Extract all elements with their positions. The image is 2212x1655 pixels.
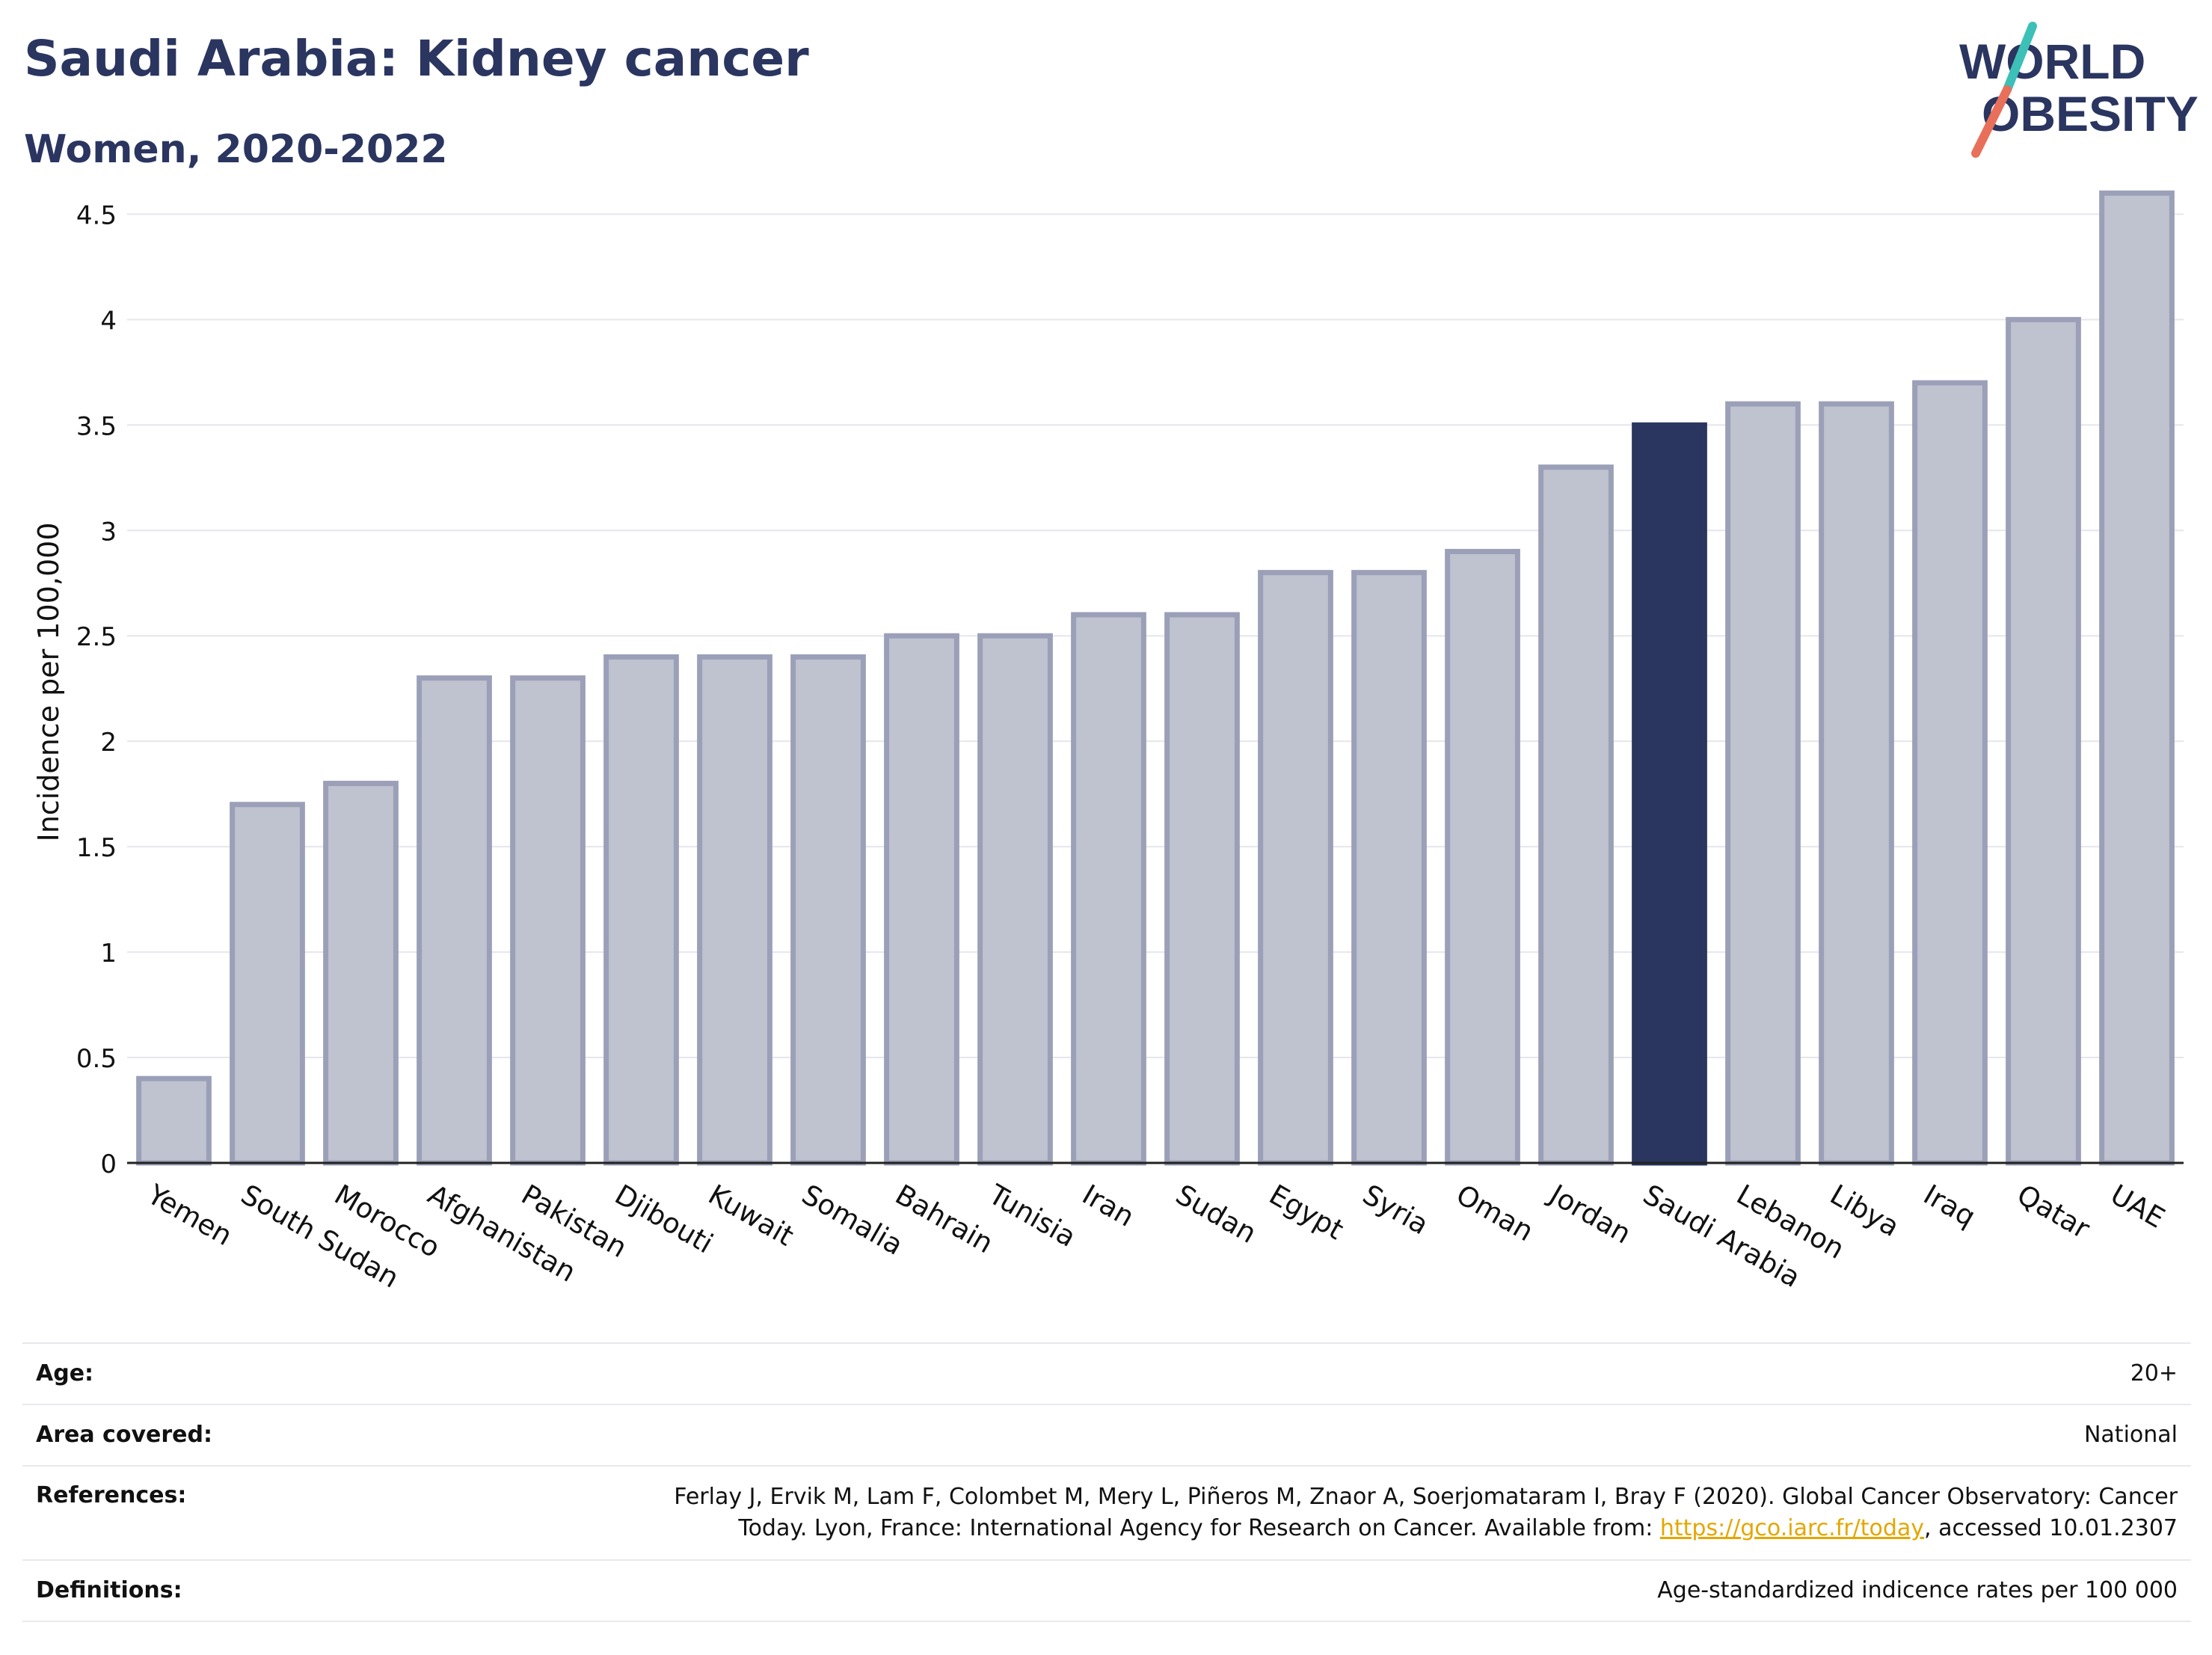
meta-row-references: References: Ferlay J, Ervik M, Lam F, Co… [22, 1465, 2191, 1560]
y-tick-label: 3.5 [76, 411, 117, 441]
y-tick-label: 3 [100, 517, 117, 547]
bar-jordan [1538, 464, 1614, 1166]
x-tick-label: Iran [1077, 1179, 1140, 1233]
meta-row-definitions: Definitions: Age-standardized indicence … [22, 1559, 2191, 1622]
bar-yemen [136, 1075, 212, 1166]
x-tick-label: Bahrain [890, 1179, 998, 1260]
references-link[interactable]: https://gco.iarc.fr/today [1659, 1515, 1925, 1541]
y-axis-label: Incidence per 100,000 [32, 522, 65, 841]
x-tick-label: Egypt [1264, 1179, 1349, 1247]
y-tick-label: 0 [100, 1149, 117, 1179]
references-line1: Ferlay J, Ervik M, Lam F, Colombet M, Me… [674, 1484, 2178, 1510]
bar-tunisia [977, 633, 1053, 1166]
bar-oman [1445, 548, 1520, 1166]
bar-uae [2099, 190, 2175, 1166]
bar-iran [1071, 612, 1146, 1166]
x-tick-label: Syria [1357, 1179, 1434, 1241]
y-tick-label: 4 [100, 306, 117, 336]
metadata-table: Age: 20+ Area covered: National Referenc… [22, 1342, 2191, 1622]
bar-bahrain [884, 633, 959, 1166]
meta-age-value: 20+ [485, 1342, 2191, 1404]
x-tick-label: Qatar [2012, 1179, 2095, 1246]
x-tick-label: UAE [2105, 1179, 2170, 1235]
bar-afghanistan [417, 675, 492, 1166]
x-tick-label: Iraq [1918, 1179, 1981, 1233]
meta-area-value: National [485, 1404, 2191, 1466]
bar-morocco [323, 781, 399, 1166]
x-tick-label: Sudan [1170, 1179, 1262, 1250]
logo-line1: WORLD [1959, 34, 2145, 89]
logo-line2: OBESITY [1982, 86, 2199, 141]
y-tick-label: 2 [100, 728, 117, 758]
bar-sudan [1164, 612, 1240, 1166]
chart-title: Saudi Arabia: Kidney cancer [24, 30, 809, 87]
references-line2-post: , accessed 10.01.2307 [1924, 1515, 2178, 1541]
x-tick-label: Yemen [141, 1178, 238, 1252]
chart-subtitle: Women, 2020-2022 [24, 127, 448, 172]
y-tick-label: 4.5 [76, 200, 117, 230]
bar-syria [1351, 570, 1427, 1166]
bar-pakistan [510, 675, 586, 1166]
bar-kuwait [697, 654, 772, 1166]
meta-definitions-label: Definitions: [22, 1559, 485, 1622]
logo-slash-teal [2003, 22, 2037, 94]
x-tick-label: Somalia [796, 1179, 909, 1262]
bar-lebanon [1725, 401, 1801, 1166]
references-line2-pre: Today. Lyon, France: International Agenc… [738, 1515, 1660, 1541]
logo-slash-coral [1971, 85, 2012, 158]
x-tick-label: Saudi Arabia [1638, 1179, 1806, 1295]
x-tick-label: Oman [1451, 1179, 1539, 1248]
meta-definitions-value: Age-standardized indicence rates per 100… [485, 1559, 2191, 1622]
x-tick-label: Jordan [1543, 1178, 1636, 1250]
meta-references-value: Ferlay J, Ervik M, Lam F, Colombet M, Me… [485, 1465, 2191, 1560]
meta-row-area: Area covered: National [22, 1404, 2191, 1466]
bar-egypt [1258, 570, 1333, 1166]
meta-row-age: Age: 20+ [22, 1342, 2191, 1404]
x-tick-label: Tunisia [983, 1178, 1081, 1253]
x-tick-label: South Sudan [236, 1179, 405, 1295]
bar-djibouti [603, 654, 679, 1166]
world-obesity-logo: WORLD OBESITY [1959, 22, 2199, 158]
y-tick-label: 1.5 [76, 833, 117, 863]
y-axis-ticks: 0 0.5 1 1.5 2 2.5 3 3.5 4 4.5 [76, 200, 117, 1179]
bar-iraq [1912, 380, 1988, 1166]
bars [136, 190, 2175, 1166]
meta-age-label: Age: [22, 1342, 485, 1404]
bar-somalia [790, 654, 866, 1166]
bar-libya [1819, 401, 1894, 1166]
y-tick-label: 1 [100, 939, 117, 968]
x-tick-label: Kuwait [703, 1179, 799, 1253]
y-tick-label: 2.5 [76, 622, 117, 652]
meta-references-label: References: [22, 1465, 485, 1560]
y-tick-label: 0.5 [76, 1044, 117, 1074]
bar-south-sudan [230, 802, 305, 1166]
meta-area-label: Area covered: [22, 1404, 485, 1466]
bar-saudi-arabia [1632, 422, 1707, 1166]
bar-qatar [2006, 316, 2081, 1166]
